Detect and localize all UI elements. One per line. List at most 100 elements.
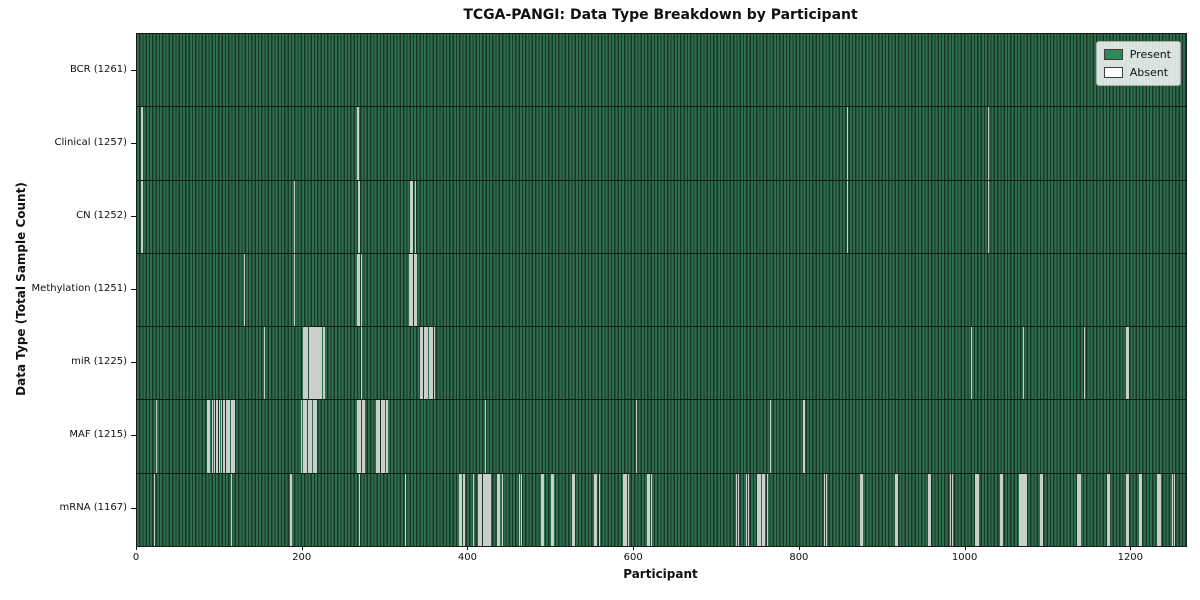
ytick-mark xyxy=(131,362,136,363)
legend-swatch-present xyxy=(1103,49,1123,60)
absent-stripe xyxy=(760,473,762,546)
absent-stripe xyxy=(360,253,363,327)
ytick-label-Methylation: Methylation (1251) xyxy=(31,283,127,294)
plot-area: Present Absent xyxy=(136,33,1187,547)
absent-stripe xyxy=(228,400,231,473)
ytick-label-miR: miR (1225) xyxy=(71,356,127,368)
absent-stripe xyxy=(302,400,305,473)
absent-stripe xyxy=(1107,473,1109,546)
chart-title: TCGA-PANGI: Data Type Breakdown by Parti… xyxy=(463,7,858,23)
absent-stripe xyxy=(315,327,318,400)
absent-stripe xyxy=(542,473,544,546)
absent-stripe xyxy=(293,180,295,253)
absent-stripe xyxy=(551,473,553,546)
legend-label: Absent xyxy=(1129,66,1169,79)
absent-stripe xyxy=(430,327,432,400)
absent-stripe xyxy=(1126,473,1128,546)
absent-stripe xyxy=(1108,473,1111,546)
absent-stripe xyxy=(1157,473,1160,546)
absent-stripe xyxy=(304,327,306,400)
absent-stripe xyxy=(1019,473,1021,546)
absent-stripe xyxy=(1125,473,1127,546)
absent-stripe xyxy=(359,400,362,473)
absent-stripe xyxy=(412,180,414,253)
absent-stripe xyxy=(518,473,521,546)
absent-stripe xyxy=(756,473,759,546)
absent-stripe xyxy=(216,400,218,473)
absent-stripe xyxy=(970,327,972,400)
absent-stripe xyxy=(770,400,772,473)
absent-stripe xyxy=(214,400,216,473)
absent-stripe xyxy=(215,400,218,473)
xtick-label-600: 600 xyxy=(623,552,643,563)
row-CN xyxy=(137,180,1186,254)
absent-stripe xyxy=(485,473,488,546)
absent-stripe xyxy=(311,327,313,400)
xtick-mark xyxy=(467,546,468,550)
absent-stripe xyxy=(572,473,575,546)
absent-stripe xyxy=(141,180,143,253)
xtick-label-400: 400 xyxy=(457,552,477,563)
absent-stripe xyxy=(313,327,315,400)
ytick-label-MAF: MAF (1215) xyxy=(69,429,127,441)
absent-stripe xyxy=(225,400,228,473)
absent-stripe xyxy=(929,473,931,546)
x-axis-label: Participant xyxy=(623,567,698,581)
absent-stripe xyxy=(206,400,208,473)
absent-stripe xyxy=(485,400,487,473)
absent-stripe xyxy=(426,327,428,400)
legend-swatch-absent xyxy=(1103,67,1123,78)
absent-stripe xyxy=(304,400,306,473)
absent-stripe xyxy=(625,473,628,546)
absent-stripe xyxy=(1127,327,1129,400)
absent-stripe xyxy=(825,473,827,546)
absent-stripe xyxy=(949,473,952,546)
absent-stripe xyxy=(219,400,221,473)
absent-stripe xyxy=(1158,473,1161,546)
ytick-label-CN: CN (1252) xyxy=(76,209,127,221)
absent-stripe xyxy=(501,473,503,546)
absent-stripe xyxy=(625,473,627,546)
absent-stripe xyxy=(552,473,554,546)
absent-stripe xyxy=(424,327,426,400)
absent-stripe xyxy=(472,473,474,546)
absent-stripe xyxy=(540,473,542,546)
absent-stripe xyxy=(746,473,748,546)
absent-stripe xyxy=(635,400,638,473)
absent-stripe xyxy=(976,473,978,546)
absent-stripe xyxy=(1171,473,1174,546)
absent-stripe xyxy=(431,327,433,400)
absent-stripe xyxy=(414,180,416,253)
absent-stripe xyxy=(413,253,416,327)
absent-stripe xyxy=(520,473,523,546)
absent-stripe xyxy=(847,180,849,253)
absent-stripe xyxy=(1125,327,1127,400)
absent-stripe xyxy=(489,473,491,546)
absent-stripe xyxy=(316,327,319,400)
xtick-mark xyxy=(136,546,137,550)
absent-stripe xyxy=(573,473,576,546)
absent-stripe xyxy=(156,400,158,473)
absent-stripe xyxy=(364,400,366,473)
ytick-mark xyxy=(131,435,136,436)
xtick-label-0: 0 xyxy=(132,552,140,563)
absent-stripe xyxy=(598,473,600,546)
xtick-mark xyxy=(965,546,966,550)
row-MAF xyxy=(137,400,1186,474)
absent-stripe xyxy=(459,473,461,546)
row-Methylation xyxy=(137,253,1186,328)
absent-stripe xyxy=(1140,473,1142,546)
absent-stripe xyxy=(433,327,436,400)
absent-stripe xyxy=(482,473,484,546)
absent-stripe xyxy=(305,400,307,473)
absent-stripe xyxy=(220,400,223,473)
absent-stripe xyxy=(1173,473,1175,546)
rows-container xyxy=(137,34,1186,546)
absent-stripe xyxy=(648,473,650,546)
absent-stripe xyxy=(895,473,898,546)
absent-stripe xyxy=(313,400,315,473)
absent-stripe xyxy=(311,400,313,473)
absent-stripe xyxy=(572,473,574,546)
absent-stripe xyxy=(320,327,322,400)
absent-stripe xyxy=(736,473,738,546)
